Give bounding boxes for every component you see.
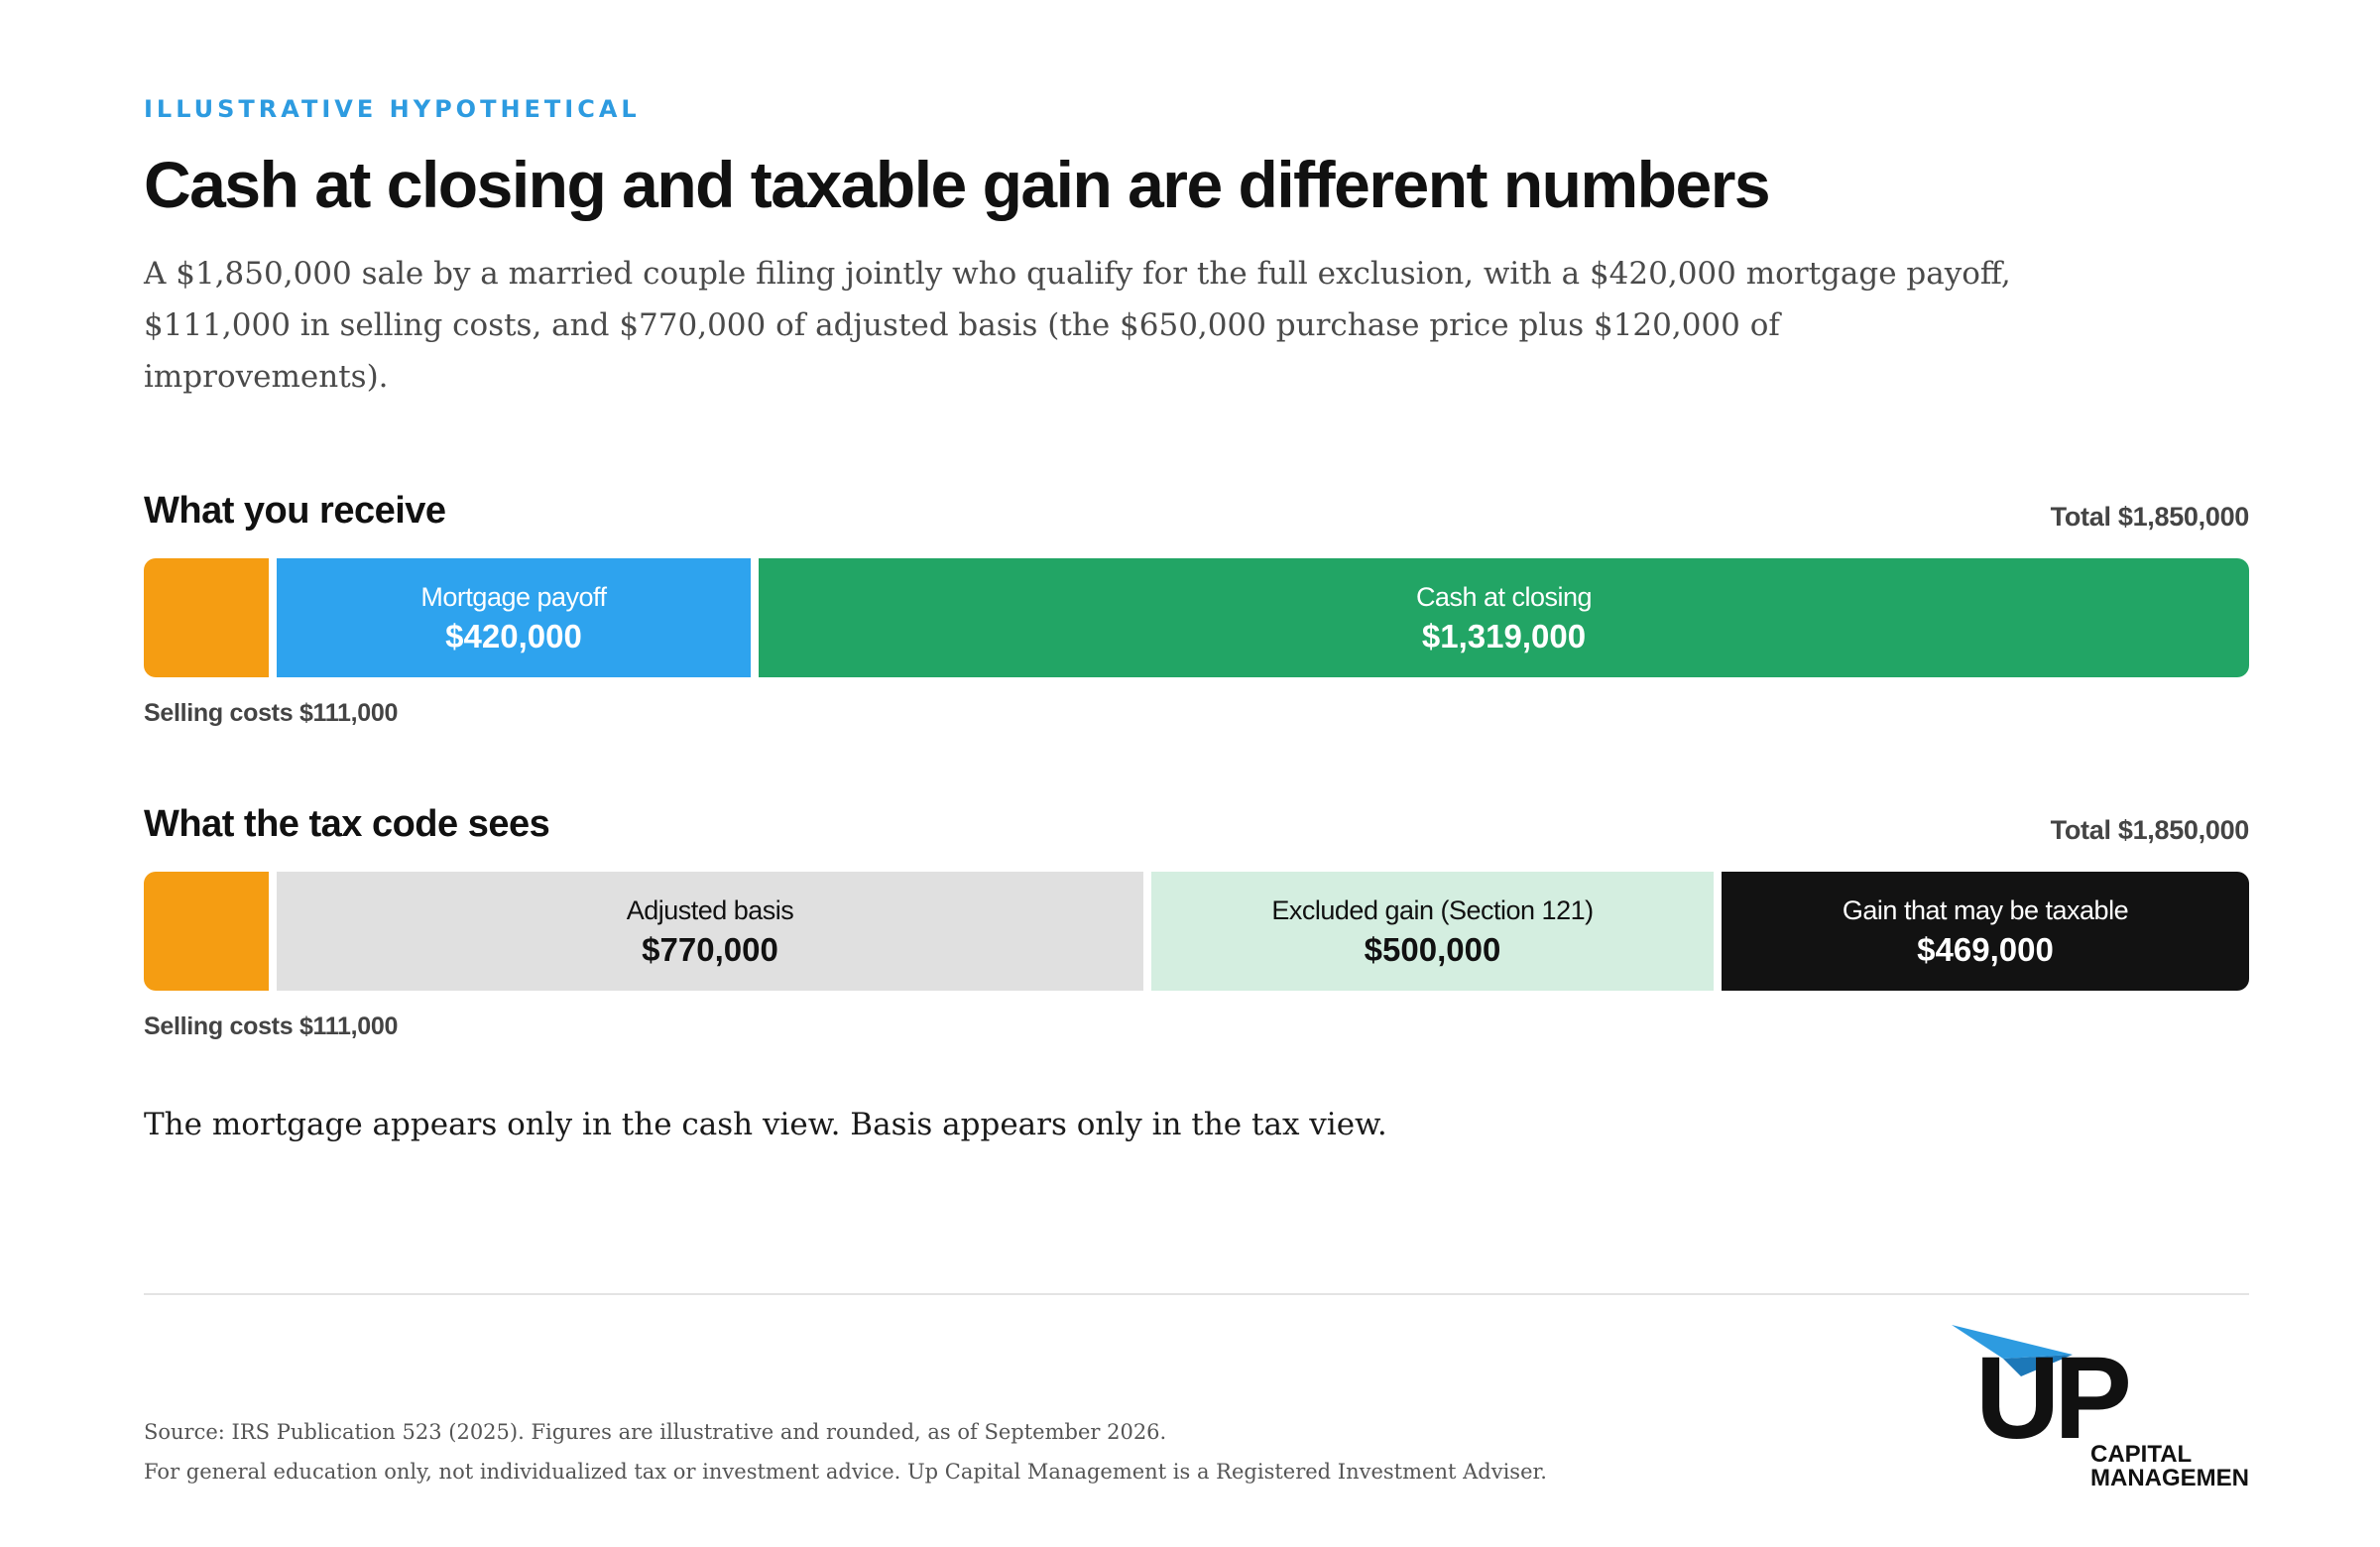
takeaway-text: The mortgage appears only in the cash vi… xyxy=(144,1107,1387,1142)
subtitle: A $1,850,000 sale by a married couple fi… xyxy=(144,256,2011,395)
paper-plane-icon xyxy=(1952,1325,2073,1359)
chart-2-title: What the tax code sees xyxy=(144,803,550,845)
logo-line-2: MANAGEMENT xyxy=(2090,1465,2249,1489)
chart-2-selling-costs-note: Selling costs $111,000 xyxy=(144,1012,399,1040)
segment-value-label: $469,000 xyxy=(1917,931,2054,968)
footer-divider xyxy=(144,1293,2249,1295)
segment-label: Mortgage payoff xyxy=(420,582,607,612)
segment-label: Adjusted basis xyxy=(626,895,794,925)
bar-segment-gain-that-may-be-taxable: Gain that may be taxable $469,000 xyxy=(1722,872,2249,991)
bar-segment-selling-costs xyxy=(144,558,269,677)
bar-segment-cash-at-closing: Cash at closing $1,319,000 xyxy=(759,558,2249,677)
infographic: ILLUSTRATIVE HYPOTHETICAL Cash at closin… xyxy=(144,0,2249,1547)
chart-1-title: What you receive xyxy=(144,490,446,532)
chart-2-total: Total $1,850,000 xyxy=(2050,815,2250,845)
chart-1-total: Total $1,850,000 xyxy=(2050,502,2250,532)
segment-label: Gain that may be taxable xyxy=(1842,895,2129,925)
segment-label: Cash at closing xyxy=(1415,582,1593,612)
up-capital-management-logo: UP CAPITAL MANAGEMENT xyxy=(1952,1325,2249,1489)
bar-segment-mortgage-payoff: Mortgage payoff $420,000 xyxy=(277,558,751,677)
bar-segment-adjusted-basis: Adjusted basis $770,000 xyxy=(277,872,1143,991)
eyebrow-label: ILLUSTRATIVE HYPOTHETICAL xyxy=(144,95,641,123)
segment-value-label: $1,319,000 xyxy=(1421,618,1587,654)
segment-value-label: $770,000 xyxy=(642,931,778,968)
source-note: Source: IRS Publication 523 (2025). Figu… xyxy=(144,1420,1167,1444)
chart-1-stacked-bar: Mortgage payoff $420,000 Cash at closing $1… xyxy=(144,558,2249,677)
chart-1-selling-costs-note: Selling costs $111,000 xyxy=(144,699,399,727)
bar-segment-excluded-gain-section-121: Excluded gain (Section 121) $500,000 xyxy=(1151,872,1714,991)
logo-line-1: CAPITAL xyxy=(2090,1441,2192,1468)
segment-label: Excluded gain (Section 121) xyxy=(1271,895,1594,925)
bar-segment-selling-costs xyxy=(144,872,269,991)
segment-value-label: $500,000 xyxy=(1364,931,1501,968)
chart-2-stacked-bar: Adjusted basis $770,000 Excluded gain (Sec… xyxy=(144,872,2249,991)
logo-wordmark: UP xyxy=(1975,1333,2128,1464)
segment-value-label: $420,000 xyxy=(445,618,582,654)
page-title: Cash at closing and taxable gain are dif… xyxy=(144,148,1771,221)
disclaimer-note: For general education only, not individu… xyxy=(144,1460,1547,1484)
